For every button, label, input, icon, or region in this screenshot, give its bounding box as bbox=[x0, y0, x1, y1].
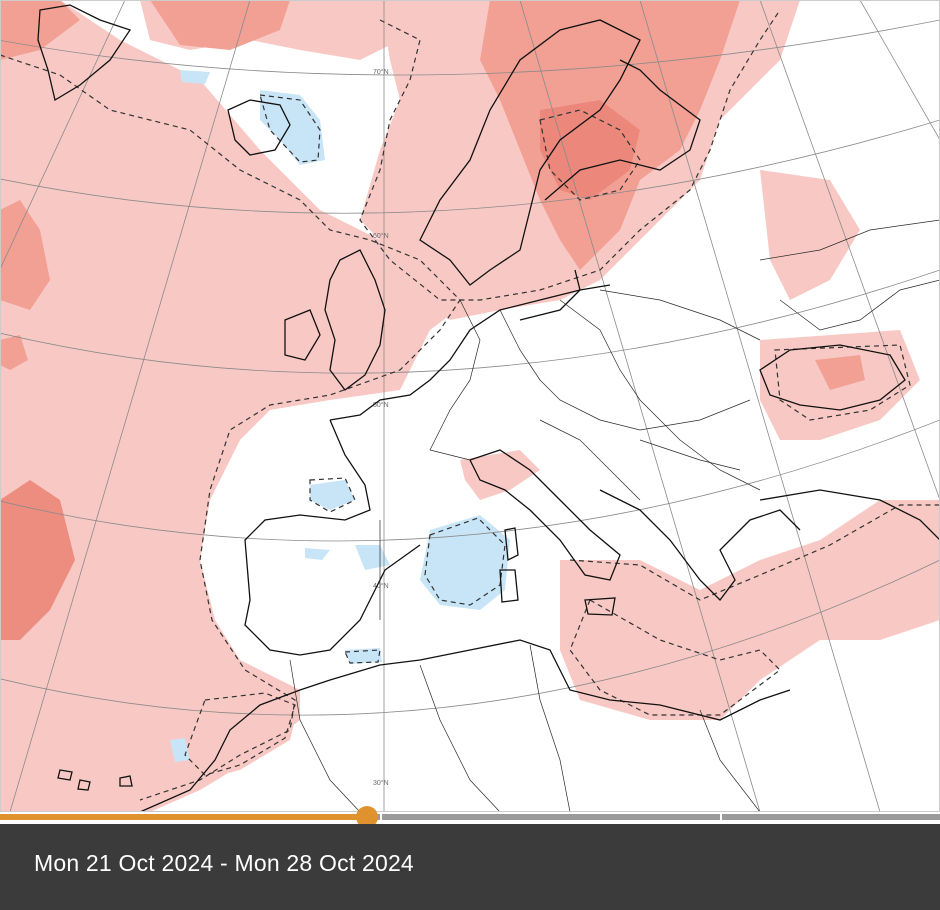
atlantic-warm-strong-3 bbox=[0, 335, 28, 370]
biscay-cool-anomaly bbox=[310, 480, 355, 510]
arctic-cool-small bbox=[180, 70, 210, 84]
lat-label-60: 60°N bbox=[373, 232, 389, 240]
slider-tick bbox=[380, 812, 382, 822]
nw-warm-strong bbox=[0, 0, 80, 60]
blacksea-warm-strong bbox=[815, 355, 865, 390]
atlantic-warm-strong-2 bbox=[0, 480, 75, 640]
map-canvas: 70°N 60°N 50°N 40°N 30°N bbox=[0, 0, 940, 812]
canaries-cool-anomaly bbox=[170, 738, 190, 762]
finland-warm-core bbox=[540, 100, 640, 200]
slider-track-fill bbox=[0, 814, 367, 820]
timeline-slider[interactable] bbox=[0, 806, 940, 828]
lat-label-30: 30°N bbox=[373, 779, 389, 787]
coastlines bbox=[37, 4, 940, 812]
slider-track[interactable] bbox=[0, 814, 940, 820]
east-med-warm-anomaly bbox=[560, 500, 940, 720]
graticule bbox=[0, 0, 940, 812]
greenland-warm-strong bbox=[150, 0, 290, 50]
country-borders bbox=[289, 219, 940, 812]
tyrrhenian-cool-anomaly bbox=[420, 515, 510, 610]
lat-label-40: 40°N bbox=[373, 582, 389, 590]
lat-label-50: 50°N bbox=[373, 401, 389, 409]
slider-handle[interactable] bbox=[356, 806, 378, 828]
atlantic-warm-strong-1 bbox=[0, 200, 50, 310]
slider-tick bbox=[720, 812, 722, 822]
russia-warm-anomaly bbox=[760, 170, 860, 300]
nafrica-warm-anomaly bbox=[180, 690, 300, 780]
anomaly-contours bbox=[0, 9, 940, 801]
date-range-label: Mon 21 Oct 2024 - Mon 28 Oct 2024 bbox=[34, 850, 414, 876]
atlantic-warm-anomaly bbox=[0, 0, 470, 812]
iceland-cool-anomaly bbox=[260, 90, 325, 165]
date-footer: Mon 21 Oct 2024 - Mon 28 Oct 2024 bbox=[0, 824, 940, 910]
lat-label-70: 70°N bbox=[373, 68, 389, 76]
anomaly-map: 70°N 60°N 50°N 40°N 30°N bbox=[0, 0, 940, 812]
spain-cool-anomaly bbox=[355, 545, 390, 570]
italy-alps-warm bbox=[460, 450, 540, 500]
iberia-cool-small bbox=[305, 548, 330, 560]
